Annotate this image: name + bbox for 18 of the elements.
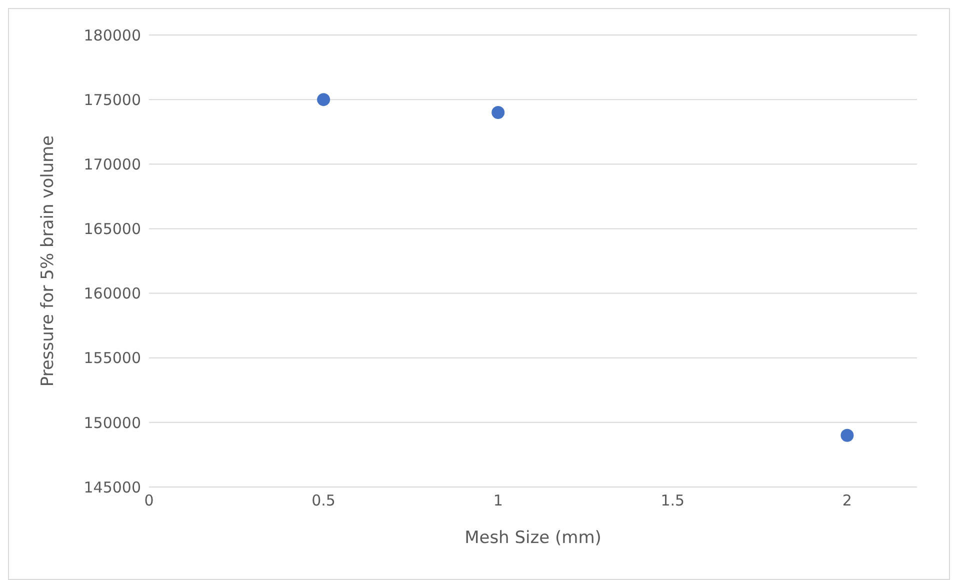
point bbox=[317, 93, 330, 106]
x-tick-label: 2 bbox=[842, 492, 852, 510]
x-axis-title: Mesh Size (mm) bbox=[464, 528, 602, 548]
x-tick-label: 1 bbox=[493, 492, 503, 510]
y-tick-label: 145000 bbox=[84, 478, 141, 496]
y-tick-label: 180000 bbox=[84, 26, 141, 44]
y-tick-label: 155000 bbox=[84, 349, 141, 368]
point bbox=[492, 106, 505, 119]
y-axis-title: Pressure for 5% brain volume bbox=[38, 135, 58, 387]
x-tick-label: 1.5 bbox=[660, 492, 685, 510]
point bbox=[840, 428, 854, 442]
y-tick-label: 175000 bbox=[84, 90, 141, 109]
y-tick-label: 165000 bbox=[84, 220, 141, 238]
x-tick-label: 0 bbox=[144, 492, 154, 510]
x-tick-label: 0.5 bbox=[312, 492, 336, 510]
y-tick-label: 150000 bbox=[84, 414, 141, 432]
y-tick-label: 160000 bbox=[84, 284, 141, 303]
y-tick-label: 170000 bbox=[84, 155, 141, 174]
